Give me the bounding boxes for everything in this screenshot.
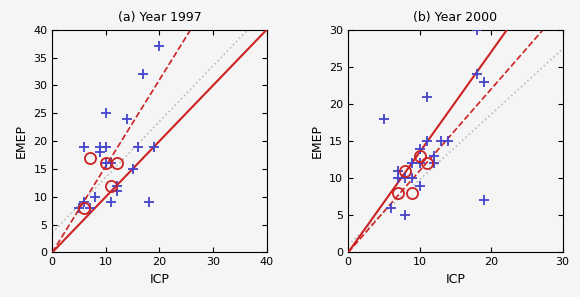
X-axis label: ICP: ICP [150, 273, 169, 286]
X-axis label: ICP: ICP [445, 273, 465, 286]
Y-axis label: EMEP: EMEP [311, 124, 324, 158]
Y-axis label: EMEP: EMEP [14, 124, 28, 158]
Title: (a) Year 1997: (a) Year 1997 [118, 11, 201, 24]
Title: (b) Year 2000: (b) Year 2000 [414, 11, 498, 24]
